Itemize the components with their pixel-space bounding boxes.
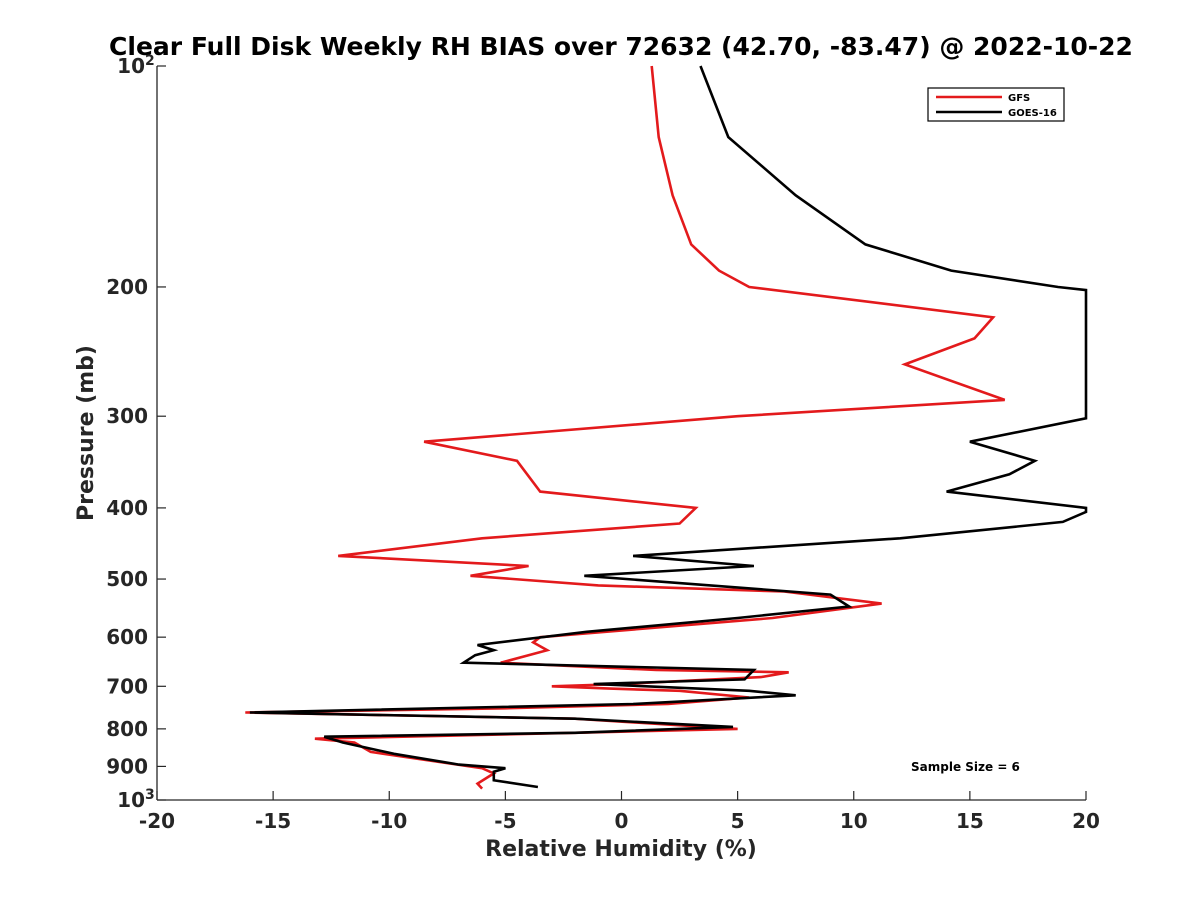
x-tick-label: 5: [731, 809, 745, 833]
y-tick-label: 500: [106, 567, 148, 591]
y-tick-label: 400: [106, 496, 148, 520]
legend-label-gfs: GFS: [1008, 93, 1030, 104]
x-tick-label: -15: [255, 809, 291, 833]
y-tick-label: 200: [106, 275, 148, 299]
x-tick-label: 0: [615, 809, 629, 833]
x-axis-label: Relative Humidity (%): [485, 837, 757, 862]
y-tick-label: 900: [106, 754, 148, 778]
chart-title: Clear Full Disk Weekly RH BIAS over 7263…: [109, 32, 1133, 61]
y-tick-exponent: 2: [145, 53, 155, 69]
y-axis-label: Pressure (mb): [74, 345, 99, 521]
legend: GFS GOES-16: [927, 87, 1065, 122]
y-tick-exponent: 3: [145, 787, 155, 803]
series-lines: [245, 65, 1088, 790]
x-tick-label: -10: [371, 809, 407, 833]
y-tick-label: 10: [117, 788, 145, 812]
x-tick-label: 10: [840, 809, 868, 833]
x-axis-ticks: -20 -15 -10 -5 0 5 10 15 20: [139, 791, 1100, 833]
legend-label-goes-16: GOES-16: [1008, 108, 1057, 119]
y-tick-label: 800: [106, 717, 148, 741]
legend-box: [927, 87, 1065, 122]
y-tick-label: 700: [106, 674, 148, 698]
x-tick-label: -20: [139, 809, 175, 833]
series-line-gfs: [245, 65, 1006, 790]
y-tick-label: 10: [117, 54, 145, 78]
series-line-goes-16: [249, 65, 1088, 789]
sample-size-annotation: Sample Size = 6: [911, 760, 1020, 774]
y-tick-label: 300: [106, 404, 148, 428]
x-tick-label: 15: [956, 809, 984, 833]
x-tick-label: -5: [494, 809, 516, 833]
y-tick-label: 600: [106, 625, 148, 649]
x-tick-label: 20: [1072, 809, 1100, 833]
